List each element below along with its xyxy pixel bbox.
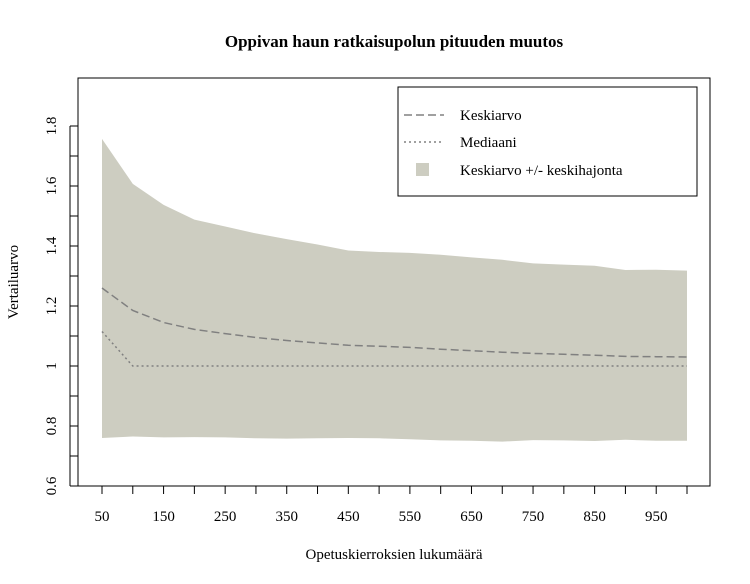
x-tick-label: 50 (95, 509, 110, 525)
x-tick-label: 250 (214, 509, 237, 525)
mean-series-line (101, 287, 688, 358)
x-tick-label: 550 (399, 509, 422, 525)
x-tick-label: 750 (522, 509, 545, 525)
y-tick-label: 1.8 (44, 117, 60, 136)
x-tick-label: 850 (583, 509, 606, 525)
legend-filled-square-swatch (416, 163, 429, 176)
y-tick-label: 0.6 (44, 476, 60, 495)
x-tick-label: 650 (460, 509, 483, 525)
y-tick-label: 1.6 (44, 176, 60, 195)
y-tick-label: 1.4 (44, 236, 60, 255)
x-tick-label: 150 (152, 509, 175, 525)
x-tick-label: 350 (275, 509, 298, 525)
legend-label-band: Keskiarvo +/- keskihajonta (460, 163, 623, 179)
y-tick-label: 1 (44, 362, 60, 370)
legend-box (397, 86, 698, 197)
legend-label-mean: Keskiarvo (460, 108, 522, 124)
x-tick-label: 950 (645, 509, 668, 525)
legend-label-median: Mediaani (460, 135, 517, 151)
y-tick-label: 1.2 (44, 297, 60, 316)
x-axis-label: Opetuskierroksien lukumäärä (305, 547, 482, 563)
chart-title: Oppivan haun ratkaisupolun pituuden muut… (225, 32, 564, 51)
x-axis: 50 150 250 350 450 550 650 750 850 950 (95, 485, 688, 525)
x-tick-label: 450 (337, 509, 360, 525)
y-axis-label: Vertailuarvo (6, 245, 22, 319)
legend: Keskiarvo Mediaani Keskiarvo +/- keskiha… (397, 86, 698, 197)
y-tick-label: 0.8 (44, 417, 60, 436)
y-axis: 0.6 0.8 1 1.2 1.4 1.6 1.8 (44, 117, 78, 495)
series-layer (101, 287, 688, 367)
